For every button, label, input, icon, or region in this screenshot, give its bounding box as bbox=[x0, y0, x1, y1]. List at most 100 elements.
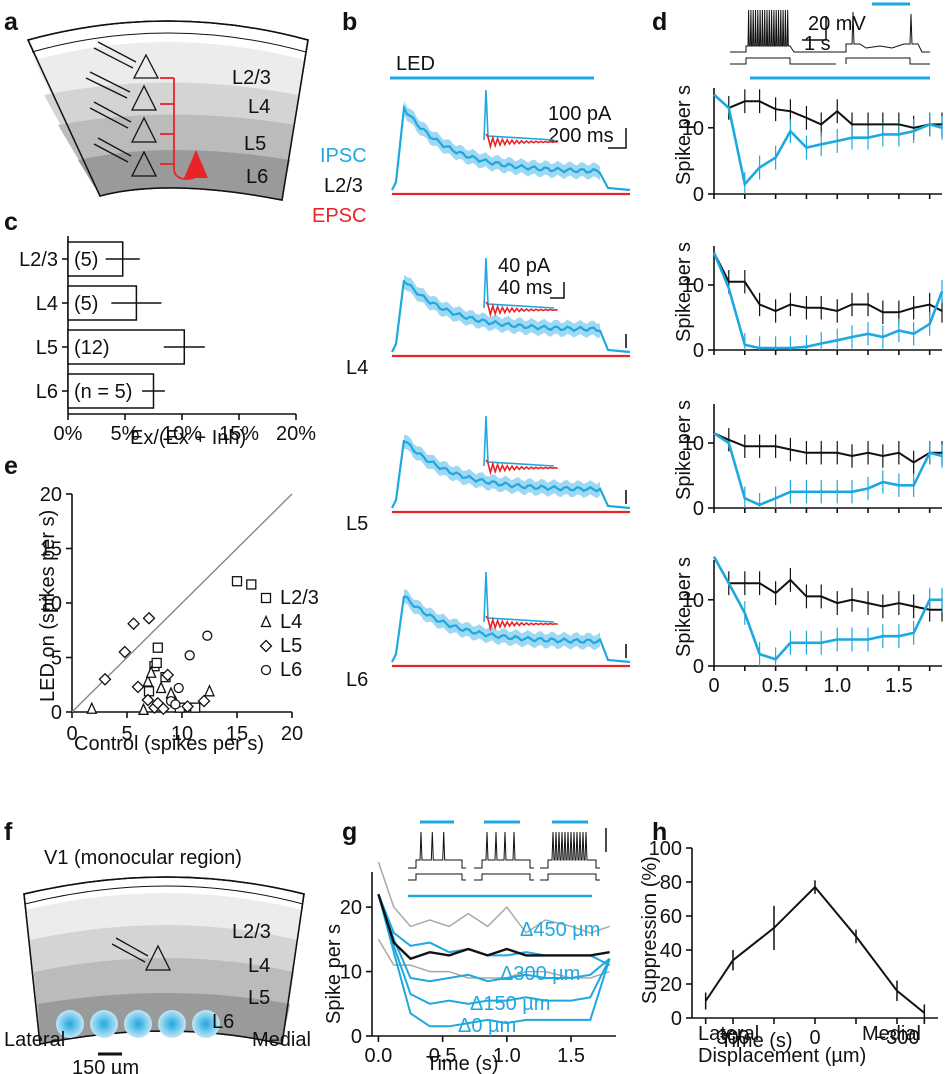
panel-g-xtick-label: 0.0 bbox=[365, 1045, 393, 1067]
panel-h-ytick-label: 100 bbox=[649, 838, 682, 860]
panel-d-ytick-label: 0 bbox=[693, 656, 704, 678]
panel-g-xtick-label: 1.0 bbox=[493, 1045, 521, 1067]
panel-g-inset-step bbox=[540, 873, 600, 881]
panel-b-scale1-current: 100 pA bbox=[548, 103, 612, 125]
panel-d-xtick-label: 0.5 bbox=[762, 675, 790, 697]
panel-c-category-label: L2/3 bbox=[19, 249, 58, 271]
panel-e-xtick-label: 10 bbox=[171, 723, 193, 745]
panel-label-b: b bbox=[342, 8, 357, 36]
panel-e-ytick-label: 10 bbox=[40, 593, 62, 615]
panel-b-row-l4: L4 bbox=[346, 357, 368, 379]
panel-g-ytick-label: 20 bbox=[340, 897, 362, 919]
panel-c-category-label: L5 bbox=[36, 337, 58, 359]
panel-e-point-square bbox=[152, 642, 163, 653]
panel-a-schematic: L2/3 L4 L5 L6 bbox=[26, 20, 309, 201]
panel-b-ipsc-band bbox=[404, 589, 600, 650]
panel-f-led-spot bbox=[56, 1010, 84, 1038]
panel-b-inset-epsc bbox=[485, 301, 558, 318]
panel-h-suppression: 0 20 40 60 80 100 300 0 −300 Lateral Medial bbox=[649, 838, 938, 1049]
panel-c-n-label: (12) bbox=[74, 337, 110, 359]
panel-e-xtick-label: 0 bbox=[66, 723, 77, 745]
panel-d-ylabel: Spike per s bbox=[673, 557, 695, 657]
panel-e-legend-label: L4 bbox=[280, 611, 302, 633]
panel-d-control-line bbox=[713, 556, 942, 611]
panel-b-inset-epsc bbox=[485, 615, 558, 632]
panel-c-n-label: (n = 5) bbox=[74, 381, 132, 403]
panel-h-ylabel: Suppression (%) bbox=[639, 856, 661, 1004]
panel-e-point-square bbox=[246, 579, 257, 590]
panel-label-g: g bbox=[342, 818, 357, 846]
panel-g-xtick-label: 0.5 bbox=[429, 1045, 457, 1067]
panel-c-xtick-label: 15% bbox=[219, 423, 259, 445]
panel-g-series-line bbox=[377, 893, 611, 1005]
panel-f-lateral: Lateral bbox=[4, 1029, 65, 1051]
panel-e-ylabel: LED on (spikes per s) bbox=[37, 510, 59, 702]
panel-g-ytick-label: 10 bbox=[340, 962, 362, 984]
panel-e-point-triangle bbox=[86, 701, 98, 714]
panel-b-inset-epsc bbox=[485, 133, 558, 150]
panel-d-ylabel: Spike per s bbox=[673, 242, 695, 342]
panel-e-point-triangle bbox=[155, 680, 167, 694]
panel-b-ipsc-trace bbox=[391, 595, 631, 664]
panel-g-xtick-label: 1.5 bbox=[557, 1045, 585, 1067]
panel-d-ylabel: Spike per s bbox=[673, 400, 695, 500]
panel-d-led-line bbox=[712, 252, 944, 350]
panel-c-category-label: L6 bbox=[36, 381, 58, 403]
panel-d-ytick-label: 10 bbox=[682, 275, 704, 297]
panel-f-led-spot bbox=[158, 1010, 186, 1038]
panel-a-layer-l6: L6 bbox=[246, 166, 268, 188]
panel-h-ytick-label: 0 bbox=[671, 1008, 682, 1030]
panel-d-ytick-label: 0 bbox=[693, 498, 704, 520]
panel-g-xlabel: Time (s) bbox=[426, 1053, 499, 1074]
panel-d-ytick-label: 10 bbox=[682, 433, 704, 455]
panel-d-control-line bbox=[713, 252, 943, 314]
panel-d-scale-s: 1 s bbox=[804, 33, 831, 55]
panel-a-layer-l4: L4 bbox=[248, 96, 270, 118]
panel-b-ipsc-trace bbox=[391, 104, 631, 192]
panel-b-currents: LED IPSC L2/3 EPSC 100 pA 200 ms 40 pA 4… bbox=[312, 53, 631, 691]
panel-f-title: V1 (monocular region) bbox=[44, 847, 242, 869]
panel-g-ylabel: Spike per s bbox=[323, 924, 345, 1024]
panel-h-line bbox=[704, 885, 925, 1014]
panel-d-ytick-label: 10 bbox=[682, 590, 704, 612]
panel-d-control-line bbox=[713, 432, 942, 464]
panel-h-ytick-label: 80 bbox=[660, 872, 682, 894]
panel-d-xlabel: Time (s) bbox=[720, 1030, 793, 1052]
panel-d-led-line bbox=[713, 93, 943, 187]
panel-f-schematic: V1 (monocular region) L2/3 L4 L5 L6 Late… bbox=[4, 847, 311, 1074]
panel-c-xtick-label: 5% bbox=[111, 423, 140, 445]
panel-h-xtick-label: 300 bbox=[716, 1027, 749, 1049]
panel-e-xtick-label: 20 bbox=[281, 723, 303, 745]
panel-f-medial: Medial bbox=[252, 1029, 311, 1051]
panel-e-point-diamond bbox=[197, 694, 211, 708]
panel-b-inset-ipsc bbox=[483, 257, 555, 309]
panel-e-legend-marker bbox=[260, 614, 272, 628]
panel-h-lateral: Lateral bbox=[698, 1023, 759, 1045]
panel-h-medial: Medial bbox=[862, 1023, 921, 1045]
panel-d-xtick-label: 1.5 bbox=[885, 675, 913, 697]
panel-a-layer-l23: L2/3 bbox=[232, 67, 271, 89]
panel-g-series-label: Δ150 µm bbox=[470, 993, 550, 1015]
panel-g-ytick-label: 0 bbox=[351, 1026, 362, 1048]
panel-label-e: e bbox=[4, 452, 18, 480]
panel-f-layer-l5: L5 bbox=[248, 987, 270, 1009]
panel-g-control-upper bbox=[377, 861, 610, 934]
panel-c-n-label: (5) bbox=[74, 293, 98, 315]
panel-e-point-diamond bbox=[127, 617, 141, 631]
panel-e-xtick-label: 15 bbox=[226, 723, 248, 745]
panel-d-xtick-label: 1.0 bbox=[823, 675, 851, 697]
panel-d-ylabel: Spike per s bbox=[673, 85, 695, 185]
panel-b-scale2-current: 40 pA bbox=[498, 255, 551, 277]
panel-h-ytick-label: 60 bbox=[660, 906, 682, 928]
panel-g-spike-rates: 0 10 20 0.0 0.5 1.0 1.5 Δ450 µm Δ300 µm Δ150 µmΔ0… bbox=[340, 820, 616, 1067]
panel-g-control-line bbox=[377, 893, 610, 961]
panel-e-legend-label: L2/3 bbox=[280, 587, 319, 609]
panel-e-point-circle bbox=[173, 682, 184, 694]
panel-b-ipsc-trace bbox=[391, 439, 631, 510]
panel-e-point-triangle bbox=[145, 665, 157, 678]
panel-g-inset-trace bbox=[474, 831, 534, 869]
panel-c-xtick-label: 10% bbox=[162, 423, 202, 445]
